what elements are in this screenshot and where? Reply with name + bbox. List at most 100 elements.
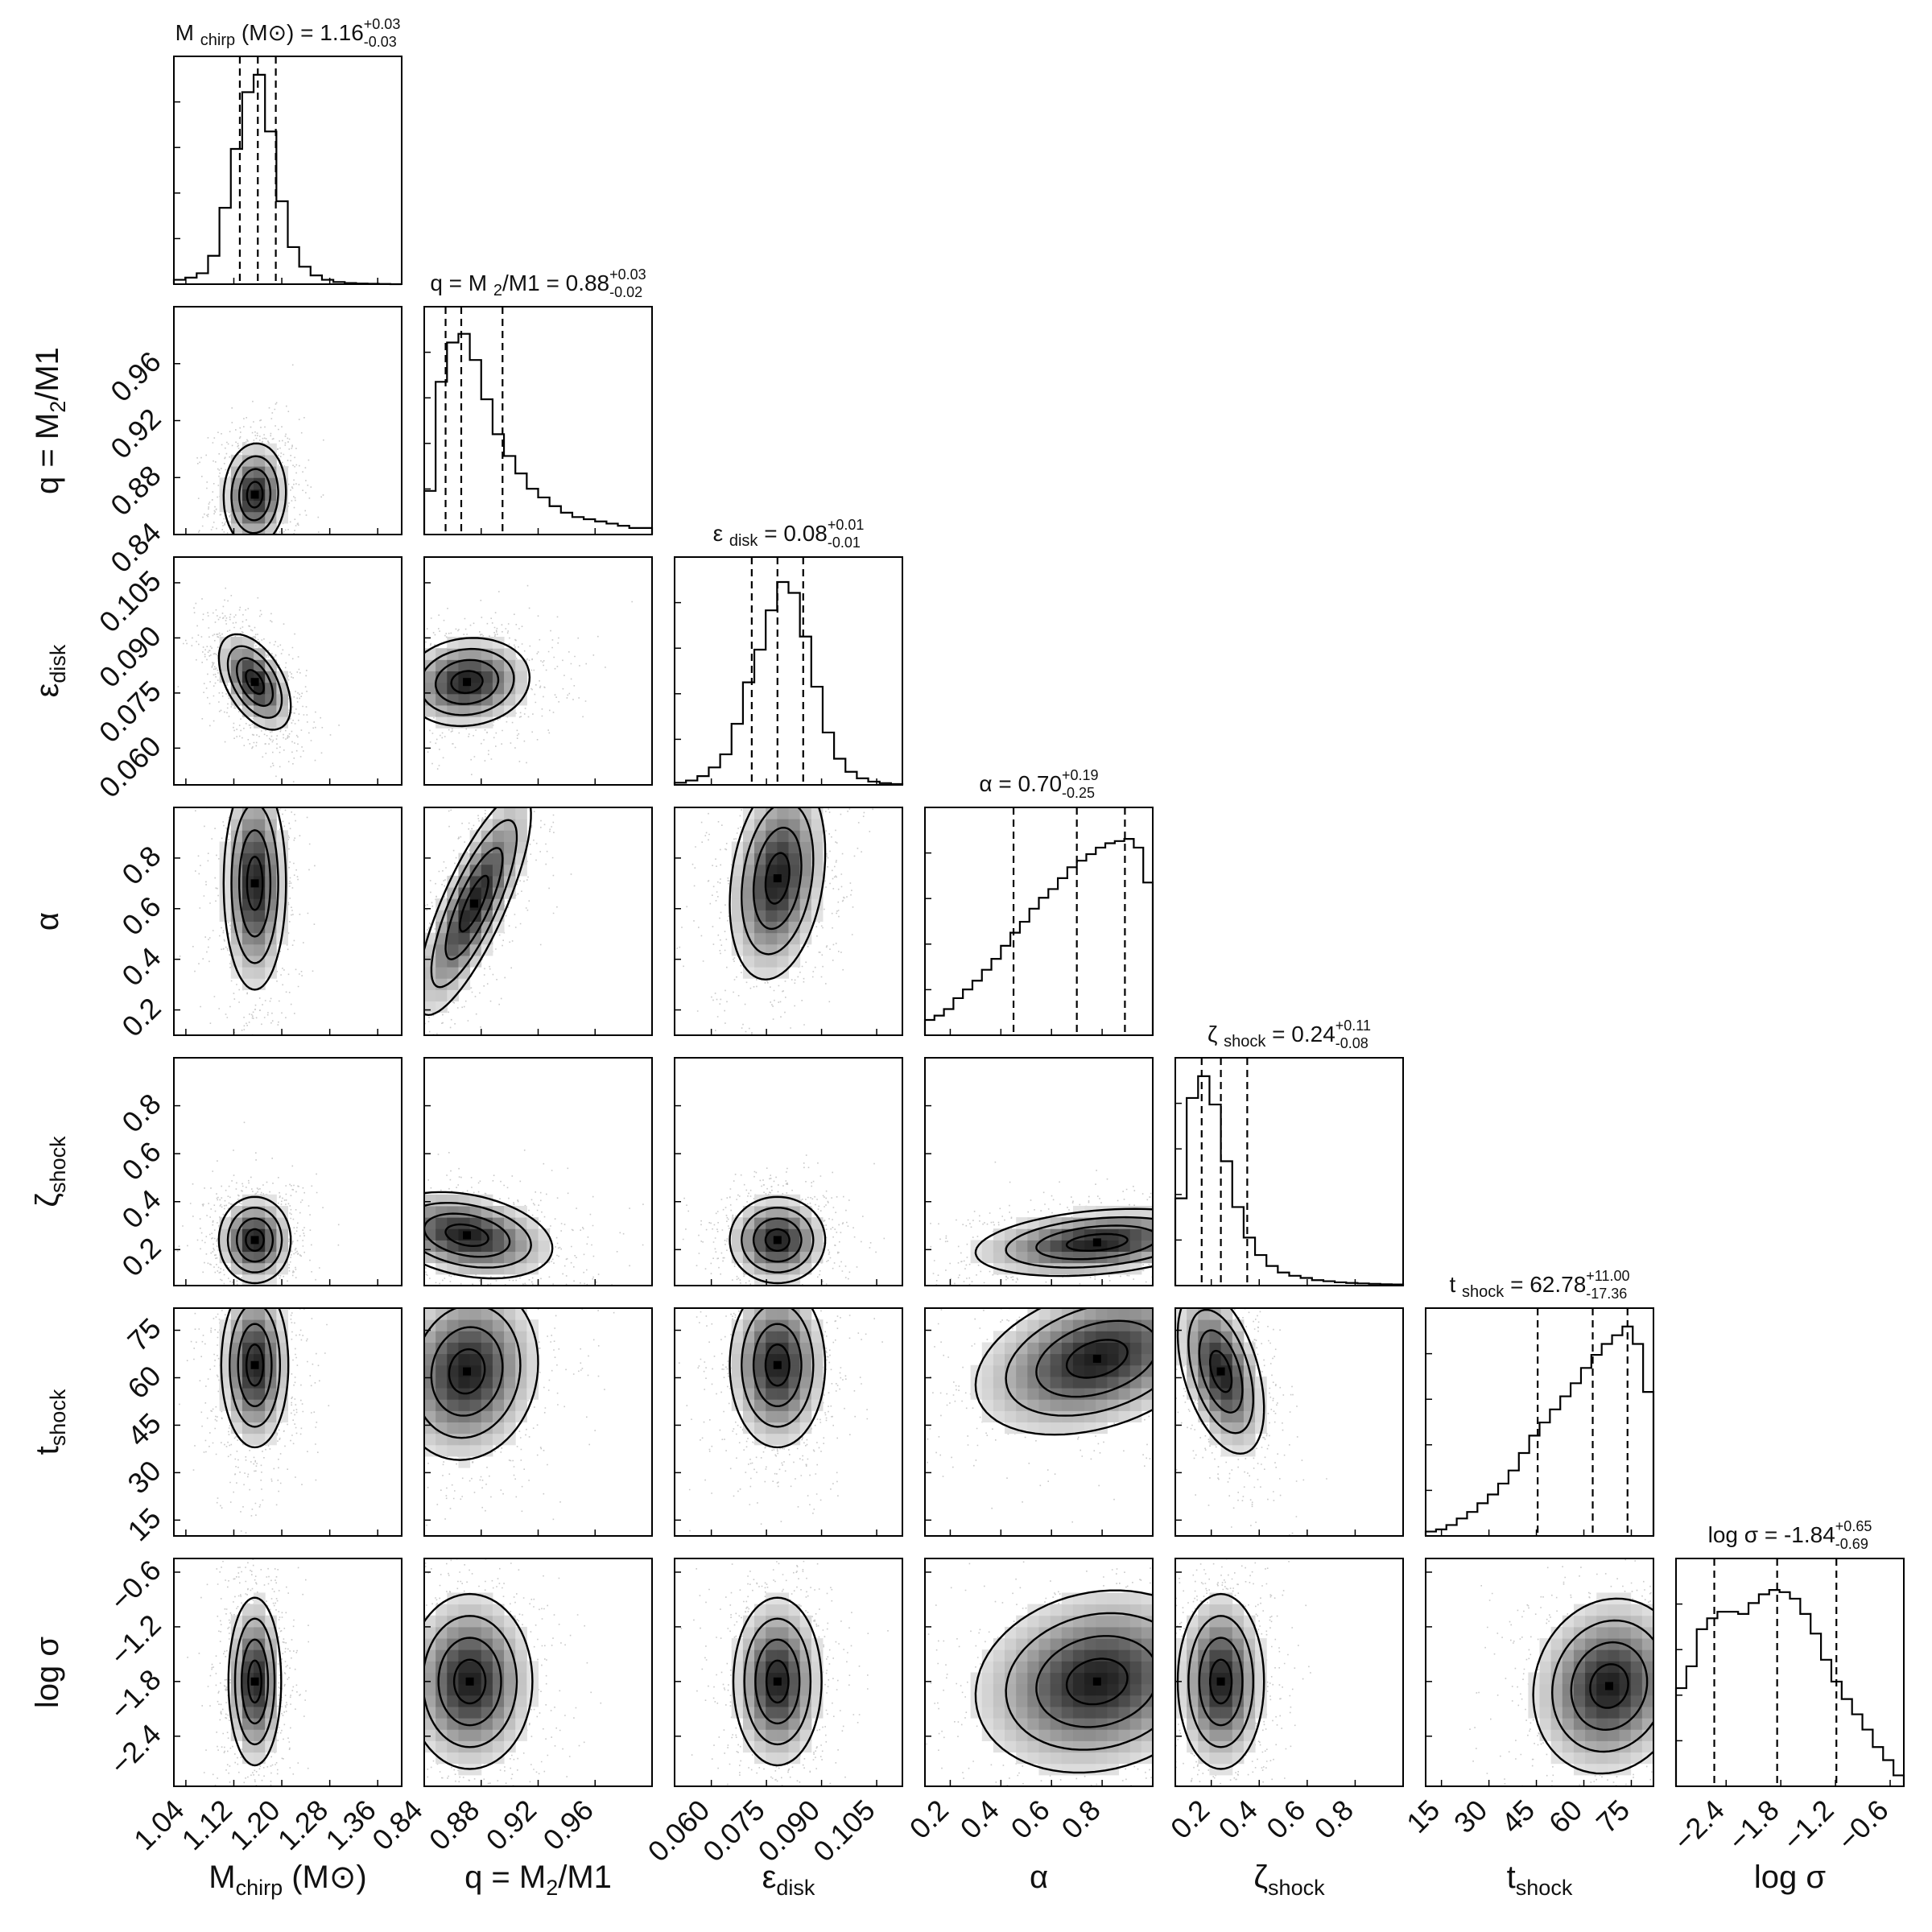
density-bin [993,1251,1005,1264]
density-bin [1096,1205,1108,1218]
density-bin [799,1672,812,1685]
density-bin [492,1672,505,1685]
ticks-0-1 [174,363,378,535]
density-bin [254,1274,266,1286]
density-bin [1038,1388,1051,1400]
density-bin [492,830,505,842]
density-bin [481,1672,493,1685]
density-bin [1539,1672,1552,1685]
density-bin [242,1399,254,1411]
density-bin [436,955,448,968]
density-bin [1585,1604,1597,1616]
density-bin [424,1672,436,1685]
density-bin [1084,1604,1096,1616]
density-bin [1585,1695,1597,1707]
ticks-3-6 [925,1571,1103,1786]
density-bin [1255,1422,1267,1435]
panel-title-eps: ε disk = 0.08+0.01 -0.01 [713,517,865,551]
density-bin [788,1740,801,1753]
ytick-label-logsigma: −1.2 [103,1608,167,1672]
ticks-2-2 [710,778,877,785]
ticks-3-4 [925,1104,1103,1286]
density-bin [1038,1695,1051,1707]
density-bin [1232,1752,1245,1765]
density-bin [1129,1353,1142,1366]
density-bin [1118,1626,1131,1639]
density-bin [424,682,436,695]
density-bin [788,1683,801,1696]
density-bin [993,1388,1005,1400]
density-bin [742,1308,755,1320]
density-panel-eps-zeta [674,1057,903,1286]
density-bin [981,1251,994,1264]
density-bin [1038,1364,1051,1377]
histogram-step [1424,1325,1655,1536]
density-bin [788,819,801,831]
density-bin [424,1740,436,1753]
density-bin [811,1683,824,1696]
contour-level-3 [217,1195,292,1285]
density-bin [424,1364,436,1377]
density-bin [515,1661,527,1673]
density-bin [242,1433,254,1446]
ticks-5-5 [1440,1530,1633,1536]
density-bin [1118,1649,1131,1662]
density-bin [1585,1729,1597,1741]
density-bin [458,1661,471,1673]
density-bin [1608,1729,1620,1741]
density-bin [436,1433,448,1446]
contour-level-3 [217,633,292,731]
density-bin [1050,1353,1063,1366]
density-bin [1255,1695,1267,1707]
density-bin [1585,1752,1597,1765]
contour-level-3 [424,1191,554,1280]
ticks-2-6 [675,1571,877,1786]
contour-level-0 [765,1659,790,1704]
xtick-label-alpha: 0.6 [1004,1794,1055,1845]
contour-level-3 [424,807,532,1017]
density-bin [1084,1308,1096,1320]
density-bin [777,1274,789,1286]
xaxis-label-mchirp: Mchirp (M⊙) [208,1860,366,1900]
density-bin [469,1342,482,1355]
contour-level-1 [434,658,500,705]
density-panel-mchirp-tshock [173,1307,402,1537]
density-bin [1096,1683,1108,1696]
density-bin [1027,1615,1039,1628]
density-bin [242,1718,254,1730]
ytick-label-zeta: 0.4 [115,1183,167,1234]
density-bin [1016,1706,1028,1719]
density-bin [1061,1626,1074,1639]
density-bin [754,1228,766,1241]
density-bin [1050,1752,1063,1765]
density-bin [447,1695,459,1707]
panel-frame [674,1558,903,1787]
density-bin [1038,1399,1051,1411]
density-bin [1175,1353,1187,1366]
density-bin [1141,1740,1153,1753]
density-bin [469,1262,482,1275]
density-bin [447,1205,459,1218]
density-bin [1027,1740,1039,1753]
density-bin [1198,1353,1210,1366]
density-bin [993,1729,1005,1741]
contour-level-3 [424,1308,539,1461]
density-bin [1038,1683,1051,1696]
density-bin [458,1638,471,1650]
histogram-step [423,332,654,535]
density-bin [811,1649,824,1662]
density-bin [788,1672,801,1685]
density-bin [1198,1615,1210,1628]
density-bin [1175,1342,1187,1355]
density-bin [1038,1615,1051,1628]
density-bin [1084,1638,1096,1650]
density-bin [1050,1217,1063,1229]
density-bin [1061,1376,1074,1389]
contour-level-2 [230,807,279,964]
density-bin [424,671,436,683]
density-bin [1107,1342,1120,1355]
density-bin [742,1240,755,1253]
density-bin [481,1262,493,1275]
panel-frame [1675,1558,1905,1787]
density-bin [1585,1661,1597,1673]
